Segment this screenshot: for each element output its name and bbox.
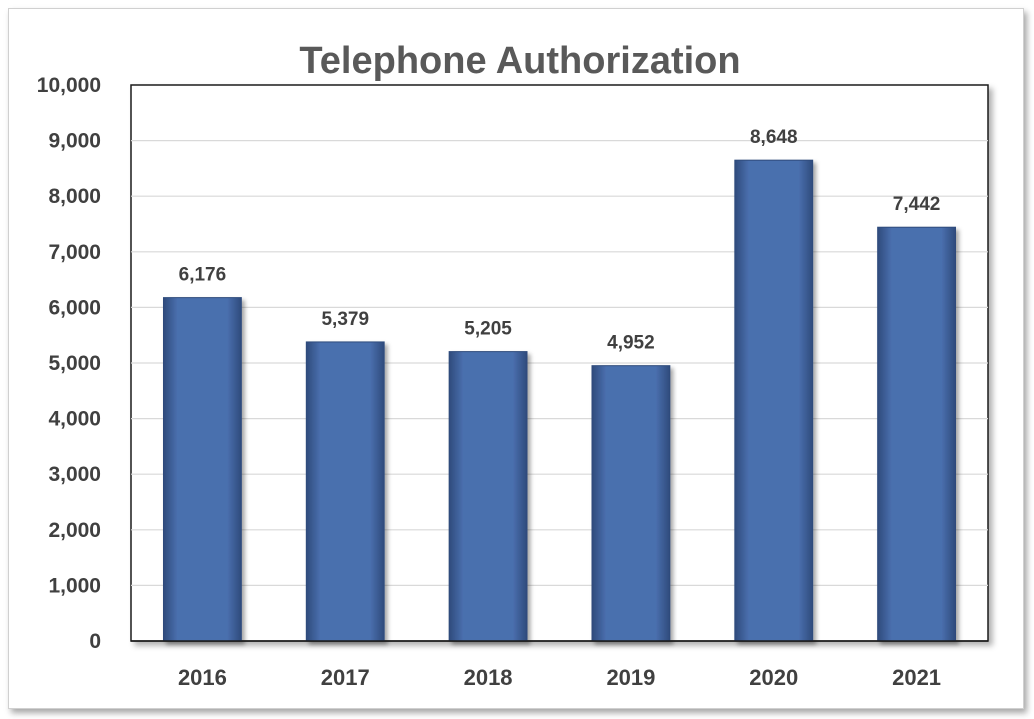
bar-2018 [448, 351, 528, 642]
data-label: 4,952 [607, 333, 655, 354]
data-labels: 6,176 5,379 5,205 4,952 8,648 7,442 [179, 127, 941, 353]
data-label: 8,648 [750, 127, 798, 148]
data-label: 5,205 [464, 319, 512, 340]
bar-2017 [305, 341, 385, 642]
data-label: 7,442 [893, 194, 941, 215]
bar-2016 [162, 297, 242, 642]
y-tick-label: 4,000 [48, 408, 101, 431]
y-tick-label: 7,000 [48, 241, 101, 264]
y-tick-label: 3,000 [48, 463, 101, 486]
gridlines [131, 140, 988, 587]
y-tick-label: 9,000 [48, 130, 101, 153]
bar-2019 [591, 365, 671, 642]
chart-title: Telephone Authorization [299, 40, 740, 82]
x-tick-label: 2018 [464, 665, 513, 690]
y-tick-label: 5,000 [48, 352, 101, 375]
y-tick-label: 0 [89, 630, 101, 653]
x-tick-label: 2017 [321, 665, 370, 690]
bars [162, 159, 957, 642]
data-label: 5,379 [321, 309, 369, 330]
x-tick-label: 2019 [606, 665, 655, 690]
y-tick-label: 2,000 [48, 519, 101, 542]
bar-2021 [877, 226, 957, 642]
y-tick-label: 6,000 [48, 296, 101, 319]
y-tick-label: 8,000 [48, 185, 101, 208]
y-tick-label: 1,000 [48, 574, 101, 597]
x-tick-label: 2021 [892, 665, 941, 690]
y-axis-ticks: 0 1,000 2,000 3,000 4,000 5,000 6,000 7,000 8,00… [37, 74, 101, 653]
data-label: 6,176 [179, 265, 227, 286]
x-axis-ticks: 2016 2017 2018 2019 2020 2021 [178, 665, 941, 690]
y-tick-label: 10,000 [37, 74, 101, 97]
bar-2020 [734, 159, 814, 642]
x-tick-label: 2020 [749, 665, 798, 690]
x-tick-label: 2016 [178, 665, 227, 690]
